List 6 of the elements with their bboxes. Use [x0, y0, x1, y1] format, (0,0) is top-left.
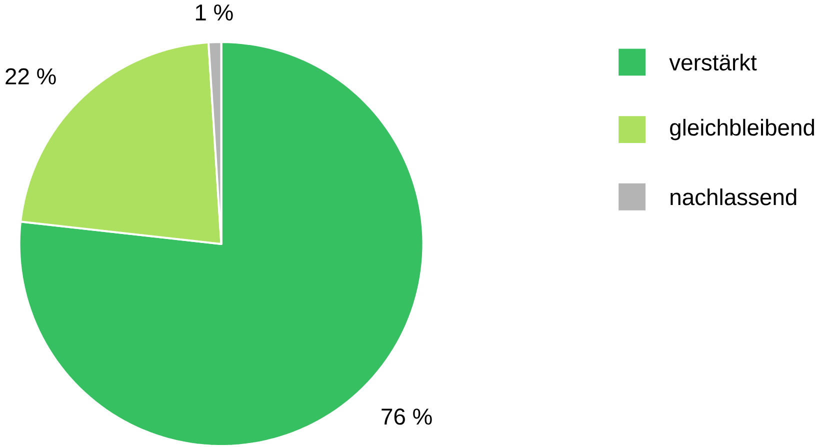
legend-label: verstärkt [669, 54, 757, 71]
legend-label: gleichbleibend [670, 118, 814, 140]
data-label: 1 % [196, 4, 233, 20]
data-label: 22 % [6, 68, 56, 84]
data-label: 76 % [382, 408, 432, 425]
legend-label: nachlassend [670, 188, 796, 206]
